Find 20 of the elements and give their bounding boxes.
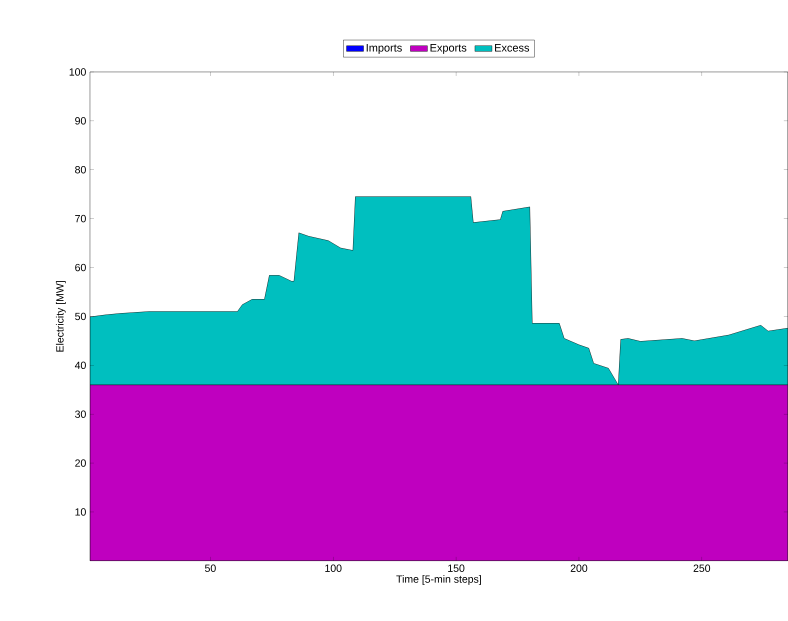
- y-tick-label: 100: [70, 68, 86, 76]
- y-tick-label: 20: [75, 459, 86, 467]
- y-tick-label: 50: [75, 312, 86, 320]
- y-tick-label: 30: [75, 410, 86, 418]
- x-tick-label: 50: [204, 564, 216, 572]
- y-tick-label: 60: [75, 264, 86, 272]
- y-tick-label: 10: [75, 508, 86, 516]
- y-tick-label: 40: [74, 362, 86, 370]
- y-tick-label: 70: [75, 215, 86, 222]
- y-axis-title: Electricity [MW]: [56, 281, 66, 352]
- x-tick-label: 100: [325, 564, 342, 572]
- x-axis-title: Time [5-min steps]: [396, 575, 481, 585]
- y-tick-label: 90: [75, 117, 86, 125]
- legend-label: Imports: [366, 44, 402, 54]
- x-tick-label: 250: [694, 564, 710, 572]
- legend-label: Excess: [495, 44, 530, 52]
- legend-label: Exports: [430, 44, 466, 54]
- y-tick-label: 80: [75, 166, 86, 174]
- x-tick-label: 200: [570, 564, 588, 572]
- x-tick-label: 150: [448, 564, 464, 572]
